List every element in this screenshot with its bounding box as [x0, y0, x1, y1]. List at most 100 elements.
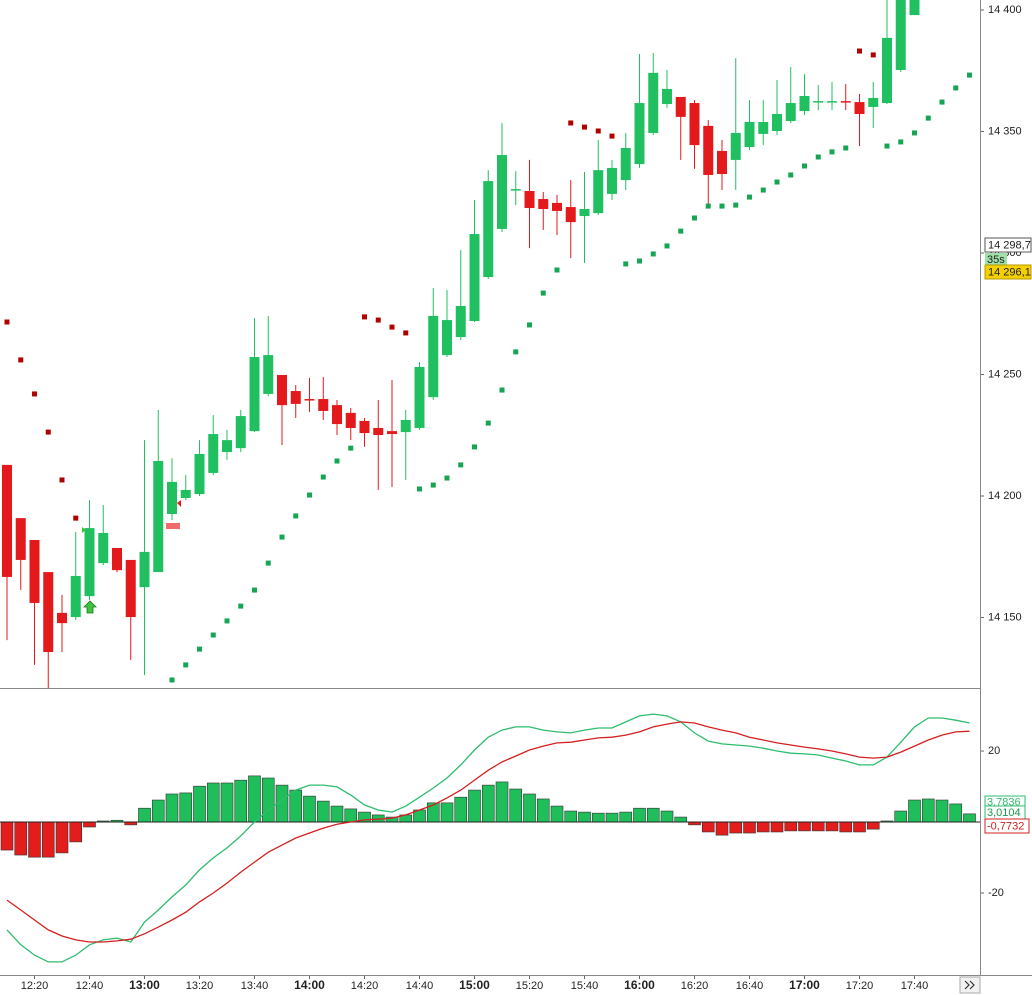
candle-body — [222, 440, 232, 453]
histogram-bar — [41, 821, 55, 858]
histogram-bar — [743, 821, 756, 834]
sar-dot — [472, 444, 477, 450]
y-tick-label: 14 200 — [988, 490, 1022, 502]
sar-dot — [650, 251, 656, 257]
x-tick-label: 12:40 — [76, 980, 104, 992]
sar-dot — [527, 322, 532, 328]
histogram-bar — [523, 793, 536, 823]
sar-dot — [637, 258, 642, 264]
candle-body — [703, 125, 714, 175]
candle-body — [909, 0, 920, 16]
macd-line — [6, 721, 970, 943]
candle-body — [57, 612, 67, 624]
macd-tag: 3,0104 — [987, 807, 1021, 819]
histogram-bar — [303, 795, 316, 823]
sar-dot — [485, 420, 491, 426]
x-tick-label: 14:20 — [351, 980, 379, 992]
y-tick-label: 20 — [988, 745, 1000, 757]
sar-dot — [307, 492, 312, 498]
histogram-bar — [14, 821, 28, 856]
timer-tag: 35s — [987, 254, 1005, 266]
x-tick-label: 13:20 — [186, 980, 214, 992]
candle-body — [290, 391, 301, 404]
histogram-bar — [330, 805, 344, 823]
candle-body — [483, 181, 494, 278]
candle-body — [772, 113, 782, 131]
candle-body — [552, 202, 562, 211]
sar-dot — [925, 115, 931, 121]
histogram-bar — [206, 782, 220, 823]
histogram-bar — [591, 812, 605, 823]
histogram-bar — [165, 793, 179, 823]
candle-body — [153, 461, 164, 573]
signal-marker — [82, 527, 86, 533]
histogram-bar — [701, 821, 715, 833]
histogram-bar — [220, 782, 234, 823]
sar-dot — [362, 314, 367, 320]
sar-dot — [774, 179, 780, 185]
sar-dot — [678, 228, 684, 234]
macd-tag: -0,7732 — [987, 820, 1024, 832]
histogram-bar — [316, 800, 330, 823]
histogram-bar — [674, 816, 688, 823]
candle-body — [854, 102, 865, 114]
candle-body — [717, 150, 727, 175]
histogram-bar — [770, 821, 784, 833]
candle-body — [497, 155, 507, 229]
y-tick-label: 14 400 — [988, 4, 1022, 16]
candle-body — [359, 420, 370, 434]
sar-dot — [430, 482, 436, 488]
candle-body — [112, 548, 122, 571]
sar-dot — [664, 243, 670, 249]
histogram-bar — [193, 785, 206, 823]
candle-body — [345, 412, 356, 428]
sar-dot — [210, 632, 216, 638]
candle-body — [235, 416, 246, 449]
histogram-bar — [811, 821, 825, 832]
sar-dot — [4, 319, 10, 325]
sar-dot — [375, 317, 381, 323]
sar-dot — [802, 163, 807, 169]
sar-dot — [898, 139, 904, 145]
x-tick-label: 12:20 — [21, 980, 49, 992]
scroll-icon — [964, 980, 975, 990]
histogram-bar — [633, 807, 646, 823]
candle-body — [758, 121, 769, 134]
histogram-bar — [234, 779, 248, 823]
candle-body — [662, 88, 672, 105]
candle-body — [70, 575, 81, 618]
y-tick-label: 14 250 — [988, 368, 1022, 380]
histogram-bar — [481, 784, 495, 823]
sar-dot — [719, 203, 725, 209]
histogram-bar — [756, 821, 770, 833]
sar-dot — [857, 48, 862, 54]
sar-dot — [18, 357, 24, 363]
candle-body — [579, 209, 590, 217]
candle-body — [442, 320, 452, 356]
sar-dot — [513, 349, 519, 355]
candle-body — [414, 366, 425, 428]
scroll-button[interactable] — [959, 976, 981, 994]
macd-line — [6, 713, 970, 963]
candle-body — [455, 305, 466, 338]
candle-body — [167, 481, 177, 514]
sar-dot — [417, 486, 422, 492]
candle-body — [689, 103, 700, 146]
candle-body — [524, 191, 535, 209]
sar-dot — [554, 267, 560, 273]
histogram-bar — [550, 805, 564, 823]
sar-dot — [692, 215, 697, 221]
histogram-bar — [261, 777, 275, 823]
candle-body — [827, 101, 837, 103]
histogram-bar — [440, 802, 454, 823]
candle-body — [813, 101, 824, 103]
sar-dot — [568, 120, 574, 126]
candle-body — [538, 199, 549, 210]
sar-dot — [403, 330, 409, 336]
price-plot — [2, 0, 972, 688]
histogram-bar — [55, 821, 69, 854]
sar-dot — [582, 124, 587, 130]
x-tick-label: 17:40 — [901, 980, 929, 992]
x-tick-label: 15:40 — [571, 980, 599, 992]
